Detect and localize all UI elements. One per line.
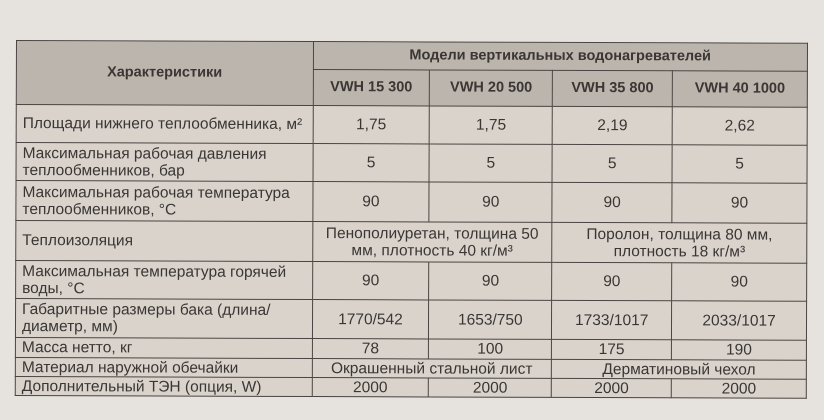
table-row: Максимальная рабочая давления теплообмен… [16,142,808,184]
cell: 100 [428,338,552,360]
row-label: Теплоизоляция [15,220,313,262]
cell: 2000 [551,378,672,398]
row-label: Дополнительный ТЭН (опция, W) [15,376,312,397]
cell: 90 [429,181,553,223]
cell: 190 [671,339,807,361]
cell: 1,75 [312,105,430,144]
header-characteristics: Характеристики [16,40,314,106]
header-models-group: Модели вертикальных водонагревателей [312,41,808,72]
cell: 90 [552,182,673,223]
cell: 1733/1017 [551,300,672,340]
row-label: Максимальная температура горячей воды, °… [15,260,313,300]
row-label: Максимальная рабочая температура теплооб… [15,180,313,222]
cell: 78 [311,338,429,359]
cell: 5 [312,143,430,182]
cell: 2000 [671,378,807,399]
specifications-table: Характеристики Модели вертикальных водон… [15,40,808,399]
cell: 90 [312,181,430,222]
cell: 2,62 [672,106,808,146]
cell: 1770/542 [311,299,429,339]
cell: 5 [429,143,553,183]
cell: 90 [671,262,807,302]
row-label: Площади нижнего теплообменника, м² [16,104,313,144]
row-label: Максимальная рабочая давления теплообмен… [16,142,313,182]
row-label: Масса нетто, кг [15,337,312,359]
cell: 2000 [311,377,429,397]
header-model: VWH 15 300 [312,69,430,106]
cell: 90 [551,262,672,301]
cell: 2000 [428,377,552,398]
cell: 5 [672,144,808,184]
cell: 90 [671,182,808,224]
cell: 2,19 [552,106,673,145]
table-row: Теплоизоляция Пенополиуретан, толщина 50… [15,220,807,264]
table-row: Максимальная температура горячей воды, °… [15,260,807,302]
table-row: Площади нижнего теплообменника, м² 1,75 … [16,104,808,146]
table-row: Дополнительный ТЭН (опция, W) 2000 2000 … [15,376,807,399]
merged-cell: Окрашенный стальной лист [311,358,552,379]
cell: 90 [312,261,430,300]
merged-cell: Пенополиуретан, толщина 50 мм, плотность… [312,221,553,263]
table-row: Габаритные размеры бака (длина/диаметр, … [15,298,807,341]
cell: 175 [551,339,672,360]
row-label: Габаритные размеры бака (длина/диаметр, … [15,298,313,339]
header-model: VWH 40 1000 [672,70,808,108]
cell: 2033/1017 [671,300,807,341]
cell: 90 [428,261,552,301]
table-row: Масса нетто, кг 78 100 175 190 [15,337,807,361]
table-row: Максимальная рабочая температура теплооб… [15,180,808,224]
merged-cell: Поролон, толщина 80 мм, плотность 18 кг/… [551,222,807,264]
cell: 1,75 [429,105,553,145]
cell: 5 [552,144,673,183]
row-label: Материал наружной обечайки [15,357,312,378]
header-model: VWH 20 500 [429,69,553,107]
header-model: VWH 35 800 [552,70,673,107]
merged-cell: Дерматиновый чехол [551,359,807,380]
cell: 1653/750 [428,299,552,340]
